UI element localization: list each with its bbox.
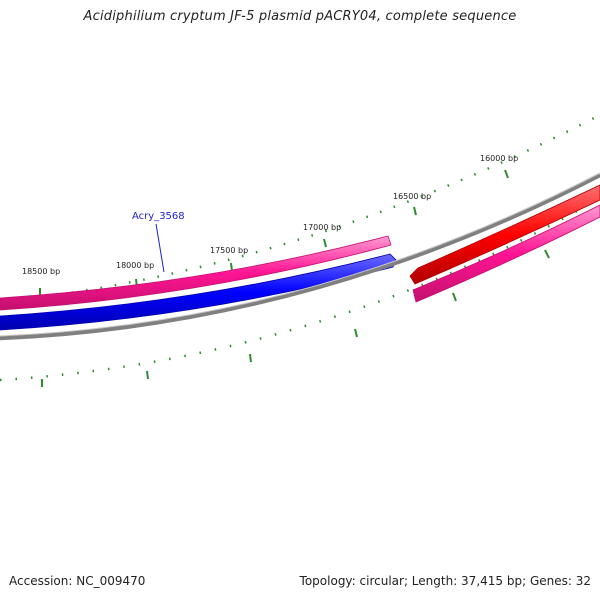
sequence-summary-text: Topology: circular; Length: 37,415 bp; G… — [299, 574, 591, 588]
inner-major-tick — [249, 353, 252, 363]
outer-minor-tick-ring — [0, 113, 600, 304]
tick-label-16500: 16500 bp — [393, 192, 431, 201]
gene-reverse-blue-acry-3568 — [0, 253, 397, 331]
outer-tick-ring — [0, 113, 600, 304]
inner-major-tick — [544, 249, 550, 259]
gene-label-leader-line — [155, 223, 165, 273]
major-tick-16000 — [504, 169, 509, 179]
tick-label-18500: 18500 bp — [22, 267, 60, 276]
gene-forward-pink-right — [412, 204, 600, 303]
major-tick-16500 — [413, 206, 417, 216]
tick-label-17000: 17000 bp — [303, 223, 341, 232]
gene-red-right — [409, 184, 600, 285]
tick-label-16000: 16000 bp — [480, 154, 518, 163]
map-title: Acidiphilium cryptum JF-5 plasmid pACRY0… — [83, 9, 517, 24]
tick-label-17500: 17500 bp — [210, 246, 248, 255]
major-tick-17500 — [230, 262, 233, 272]
tick-label-18000: 18000 bp — [116, 261, 154, 270]
inner-tick-ring — [0, 196, 600, 387]
inner-major-tick — [146, 370, 149, 380]
gene-forward-pink-left — [0, 235, 392, 311]
gene-label-acry-3568: Acry_3568 — [132, 211, 185, 222]
inner-major-tick — [354, 328, 358, 338]
plasmid-backbone — [0, 173, 600, 341]
major-tick-17000 — [323, 238, 327, 248]
accession-text: Accession: NC_009470 — [9, 574, 146, 588]
inner-major-tick — [452, 292, 457, 302]
plasmid-backbone-highlight — [0, 172, 600, 337]
